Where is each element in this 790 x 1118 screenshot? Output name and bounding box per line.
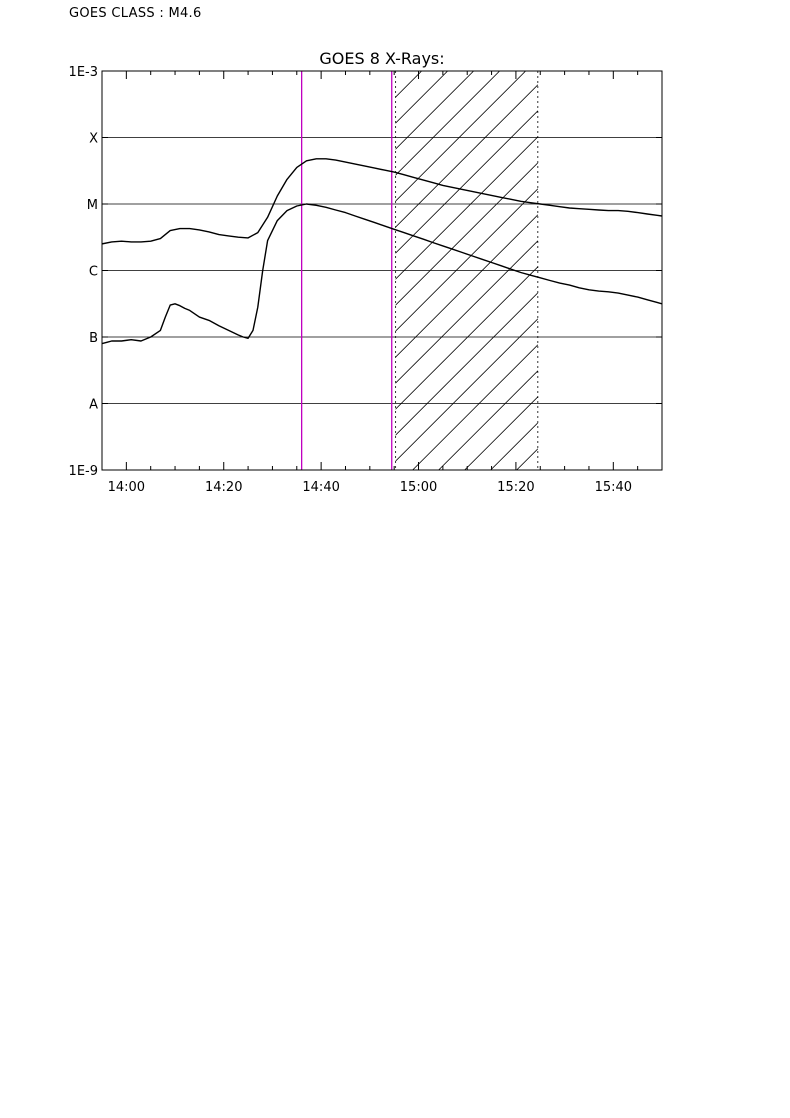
hatch-line (412, 344, 538, 470)
x-tick-label: 15:00 (400, 480, 437, 495)
y-tick-label: 1E-3 (69, 65, 98, 80)
hatch-line (395, 84, 538, 228)
x-tick-label: 14:20 (205, 480, 242, 495)
y-tick-label: 1E-9 (69, 464, 98, 479)
hatch-line (395, 136, 538, 280)
hatch-line (395, 240, 538, 384)
hatch-line (395, 162, 538, 306)
x-tick-label: 14:00 (108, 480, 145, 495)
hatch-line (395, 188, 538, 332)
hatch-line (464, 396, 538, 470)
series-line-1 (102, 158, 662, 245)
hatched-region (395, 71, 538, 470)
x-tick-label: 14:40 (302, 480, 339, 495)
y-tick-label: X (89, 132, 98, 147)
y-tick-label: B (89, 331, 98, 346)
y-tick-label: A (89, 398, 98, 413)
hatch-line (395, 71, 500, 176)
hatch-line (395, 110, 538, 254)
hatch-line (395, 71, 474, 150)
chart-title: GOES 8 X-Rays: (319, 49, 444, 68)
hatch-line (395, 292, 538, 436)
x-tick-label: 15:20 (497, 480, 534, 495)
hatch-line (395, 266, 538, 410)
goes-class-label: GOES CLASS : M4.6 (69, 6, 202, 21)
hatch-line (395, 71, 526, 202)
hatch-line (395, 318, 538, 462)
series-line-2 (102, 203, 662, 345)
y-tick-label: C (89, 265, 98, 280)
hatch-line (395, 214, 538, 358)
hatch-line (438, 370, 538, 470)
x-tick-label: 15:40 (595, 480, 632, 495)
y-tick-label: M (87, 198, 98, 213)
